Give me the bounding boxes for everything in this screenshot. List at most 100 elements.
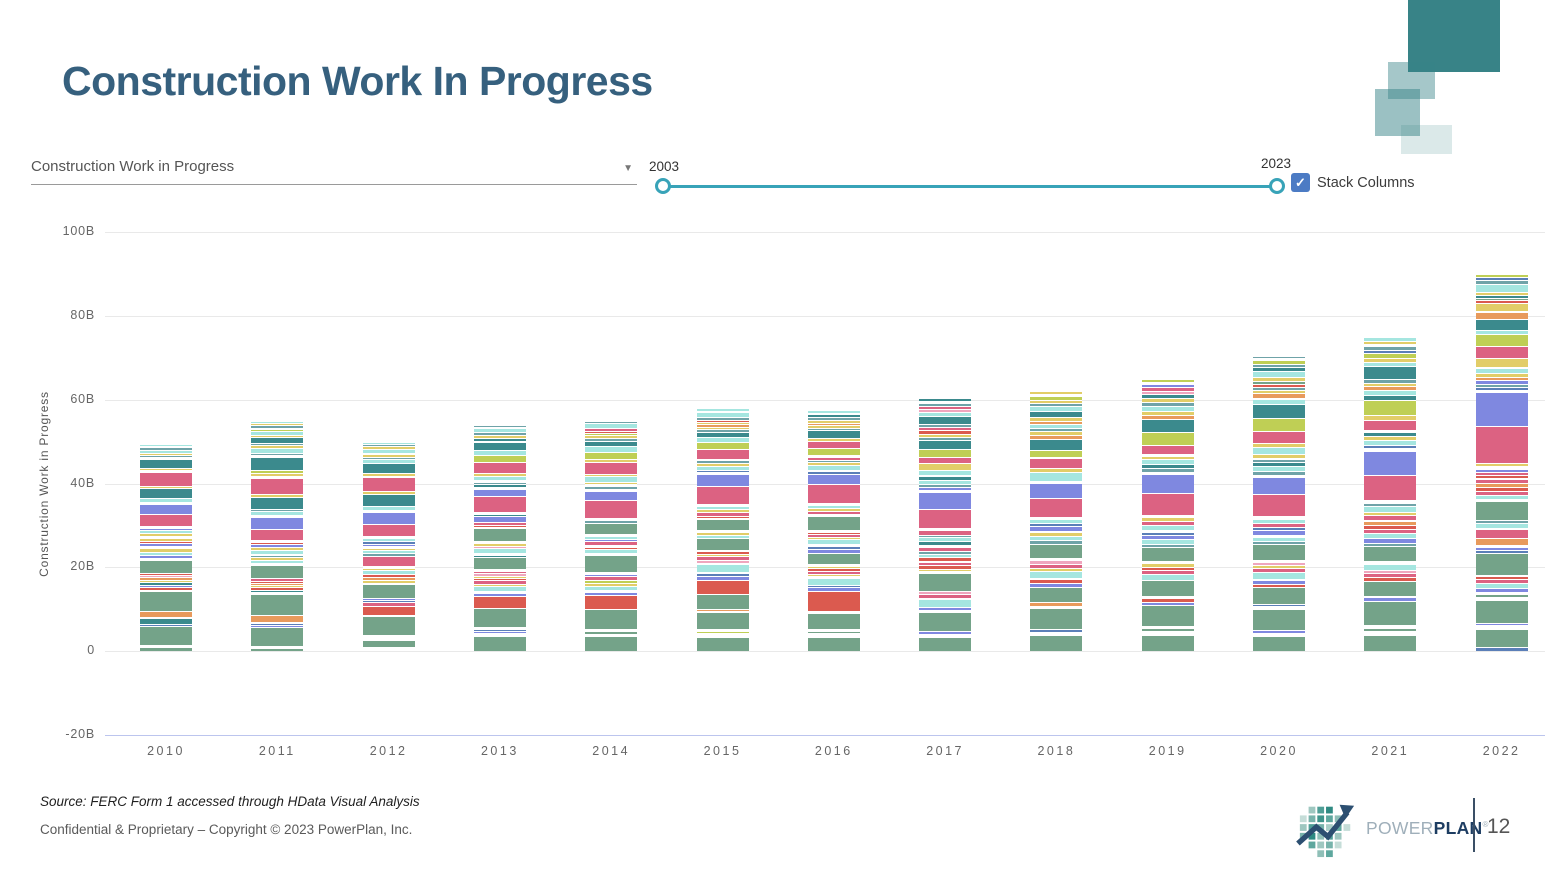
- bar-segment[interactable]: [696, 556, 749, 560]
- bar-segment[interactable]: [473, 577, 526, 581]
- bar-segment[interactable]: [362, 472, 415, 476]
- bar-segment[interactable]: [807, 430, 860, 438]
- bar-segment[interactable]: [696, 562, 749, 565]
- bar-segment[interactable]: [140, 610, 192, 617]
- bar-segment[interactable]: [1141, 628, 1194, 632]
- bar-segment[interactable]: [1030, 586, 1083, 603]
- bar-segment[interactable]: [919, 430, 972, 434]
- bar-segment[interactable]: [1030, 411, 1083, 417]
- bar-segment[interactable]: [362, 573, 415, 577]
- bar-segment[interactable]: [1141, 596, 1194, 599]
- bar-segment[interactable]: [1141, 394, 1194, 398]
- bar-segment[interactable]: [1253, 359, 1305, 364]
- bar-segment[interactable]: [251, 623, 304, 625]
- bar-segment[interactable]: [1253, 518, 1305, 524]
- bar-segment[interactable]: [1364, 450, 1417, 475]
- bar-segment[interactable]: [1364, 600, 1417, 626]
- bar-segment[interactable]: [1475, 471, 1528, 475]
- bar-segment[interactable]: [1141, 520, 1194, 525]
- bar-segment[interactable]: [473, 592, 526, 596]
- bar-segment[interactable]: [1475, 646, 1528, 651]
- bar-segment[interactable]: [1475, 462, 1528, 467]
- bar-segment[interactable]: [1475, 574, 1528, 577]
- bar-segment[interactable]: [140, 470, 192, 472]
- bar-segment[interactable]: [140, 527, 192, 531]
- bar-segment[interactable]: [1141, 390, 1194, 395]
- bar-segment[interactable]: [919, 449, 972, 457]
- bar-segment[interactable]: [251, 496, 304, 509]
- bar-segment[interactable]: [1253, 475, 1305, 478]
- bar-segment[interactable]: [585, 631, 638, 634]
- bar-segment[interactable]: [1475, 273, 1528, 278]
- bar-segment[interactable]: [362, 555, 415, 567]
- bar-segment[interactable]: [1030, 516, 1083, 520]
- bar-segment[interactable]: [696, 573, 749, 577]
- bar-segment[interactable]: [1030, 424, 1083, 429]
- bar-segment[interactable]: [362, 449, 415, 454]
- bar-segment[interactable]: [919, 426, 972, 431]
- bar-segment[interactable]: [585, 633, 638, 637]
- bar-segment[interactable]: [140, 585, 192, 588]
- bar-segment[interactable]: [1475, 283, 1528, 292]
- bar-2022[interactable]: [1475, 273, 1528, 651]
- bar-segment[interactable]: [919, 411, 972, 416]
- bar-segment[interactable]: [1253, 386, 1305, 390]
- bar-segment[interactable]: [473, 575, 526, 578]
- bar-segment[interactable]: [919, 401, 972, 403]
- bar-2020[interactable]: [1253, 355, 1305, 652]
- bar-segment[interactable]: [362, 567, 415, 571]
- bar-segment[interactable]: [251, 554, 304, 558]
- bar-segment[interactable]: [362, 615, 415, 617]
- bar-segment[interactable]: [919, 528, 972, 531]
- bar-2010[interactable]: [140, 443, 192, 651]
- bar-segment[interactable]: [585, 546, 638, 550]
- bar-segment[interactable]: [1475, 529, 1528, 538]
- bar-segment[interactable]: [362, 605, 415, 616]
- bar-segment[interactable]: [140, 589, 192, 592]
- bar-segment[interactable]: [140, 458, 192, 468]
- bar-segment[interactable]: [1475, 494, 1528, 499]
- bar-segment[interactable]: [473, 516, 526, 522]
- year-range-slider[interactable]: [655, 178, 1285, 194]
- bar-segment[interactable]: [585, 544, 638, 547]
- bar-segment[interactable]: [919, 553, 972, 558]
- bar-segment[interactable]: [807, 536, 860, 540]
- bar-segment[interactable]: [362, 566, 415, 568]
- bar-segment[interactable]: [251, 472, 304, 477]
- bar-segment[interactable]: [140, 587, 192, 590]
- bar-segment[interactable]: [807, 511, 860, 515]
- bar-segment[interactable]: [1475, 588, 1528, 592]
- bar-segment[interactable]: [473, 552, 526, 555]
- bar-segment[interactable]: [473, 476, 526, 481]
- bar-segment[interactable]: [919, 439, 972, 450]
- bar-segment[interactable]: [1141, 492, 1194, 515]
- bar-segment[interactable]: [696, 612, 749, 630]
- bar-segment[interactable]: [807, 502, 860, 505]
- bar-segment[interactable]: [1253, 471, 1305, 475]
- bar-segment[interactable]: [1030, 607, 1083, 630]
- bar-segment[interactable]: [919, 424, 972, 427]
- bar-segment[interactable]: [919, 573, 972, 592]
- bar-segment[interactable]: [1030, 458, 1083, 469]
- bar-segment[interactable]: [919, 541, 972, 545]
- bar-segment[interactable]: [140, 557, 192, 560]
- bar-segment[interactable]: [1141, 570, 1194, 575]
- bar-segment[interactable]: [807, 427, 860, 431]
- bar-segment[interactable]: [1475, 522, 1528, 528]
- bar-segment[interactable]: [362, 493, 415, 507]
- bar-segment[interactable]: [1475, 482, 1528, 488]
- bar-segment[interactable]: [585, 433, 638, 436]
- bar-segment[interactable]: [807, 628, 860, 631]
- bar-segment[interactable]: [362, 512, 415, 524]
- bar-segment[interactable]: [1364, 349, 1417, 354]
- bar-segment[interactable]: [1364, 500, 1417, 503]
- bar-segment[interactable]: [362, 444, 415, 447]
- bar-segment[interactable]: [1364, 511, 1417, 515]
- bar-segment[interactable]: [1253, 459, 1305, 463]
- bar-segment[interactable]: [473, 554, 526, 558]
- bar-2019[interactable]: [1141, 378, 1194, 651]
- bar-segment[interactable]: [696, 534, 749, 538]
- bar-segment[interactable]: [807, 420, 860, 423]
- bar-segment[interactable]: [140, 452, 192, 456]
- bar-segment[interactable]: [362, 600, 415, 603]
